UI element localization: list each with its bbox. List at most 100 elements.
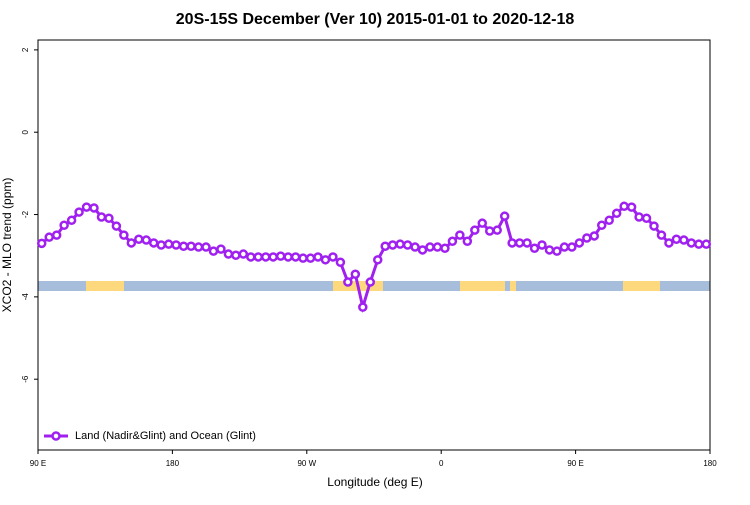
data-point [186,241,196,251]
data-point [380,241,390,251]
data-point [470,225,480,235]
data-point [81,202,92,212]
data-point [119,230,129,240]
data-point [574,238,585,248]
data-point [268,252,278,262]
data-point [343,277,353,287]
data-point [567,242,577,252]
data-point [178,241,189,251]
data-point [559,242,570,252]
data-point [611,208,622,219]
y-tick-label: 2 [21,47,30,52]
data-point [387,240,398,250]
data-point [641,213,652,223]
data-point [664,238,674,248]
data-point [582,233,592,243]
data-point [163,239,174,249]
data-point [290,252,301,262]
data-point [656,230,667,240]
data-point [544,245,555,255]
data-point [410,242,420,252]
data-point [514,238,525,248]
data-point [156,240,166,250]
chart-title: 20S-15S December (Ver 10) 2015-01-01 to … [176,11,575,28]
data-point [335,257,346,268]
data-point [365,277,376,287]
data-point [596,220,607,230]
x-tick-label: 180 [703,459,717,468]
data-point [216,244,226,254]
data-point [492,225,502,235]
land-patch [86,281,124,291]
data-point [440,243,450,254]
y-tick-label: -2 [21,210,30,218]
data-point [499,211,510,221]
data-point [372,255,383,265]
data-point [208,246,219,256]
data-point [148,238,159,248]
data-point [328,252,338,262]
data-point [275,251,286,261]
data-point [59,220,69,230]
data-point [246,252,256,262]
data-point [201,242,211,252]
data-point [462,236,473,247]
data-point [402,240,413,250]
data-point [634,212,644,222]
legend-marker [51,431,61,441]
data-point [455,230,465,240]
data-point [320,255,331,265]
data-point [238,249,249,259]
data-point [432,242,443,252]
data-point [589,231,600,241]
data-point [111,221,122,231]
data-point [477,218,488,228]
data-point [679,235,689,245]
data-point [522,238,532,248]
data-point [552,246,562,256]
data-point [537,240,547,250]
data-point [134,234,144,244]
data-point [305,253,316,263]
legend-label: Land (Nadir&Glint) and Ocean (Glint) [75,430,256,442]
x-tick-label: 0 [439,459,444,468]
data-point [126,238,137,248]
x-tick-label: 90 E [30,459,46,468]
data-point [626,202,637,212]
data-point [74,207,84,217]
data-point [350,269,361,279]
data-point [193,242,204,252]
data-point [701,239,712,249]
y-tick-label: -6 [21,375,30,383]
data-point [425,242,435,252]
y-tick-label: -4 [21,293,30,301]
data-point [104,213,114,223]
data-point [313,252,323,262]
data-point [283,252,293,262]
data-point [51,230,62,240]
data-point [141,235,152,245]
data-point [686,238,697,248]
y-axis-label: XCO2 - MLO trend (ppm) [0,178,14,313]
land-patch [623,281,660,291]
data-point [619,201,629,212]
data-point [358,302,368,312]
data-point [253,252,264,262]
data-point [223,249,234,259]
x-tick-label: 180 [166,459,180,468]
data-point [66,215,77,226]
data-point [529,243,540,254]
x-tick-label: 90 W [297,459,316,468]
x-axis-label: Longitude (deg E) [327,475,422,489]
data-point [395,239,405,249]
data-point [417,245,428,255]
data-point [649,221,659,231]
land-patch [510,281,516,291]
data-point [694,239,704,249]
data-point [484,226,495,236]
data-point [171,240,181,250]
data-point [44,232,54,242]
data-point [298,253,308,263]
data-point [604,215,614,226]
